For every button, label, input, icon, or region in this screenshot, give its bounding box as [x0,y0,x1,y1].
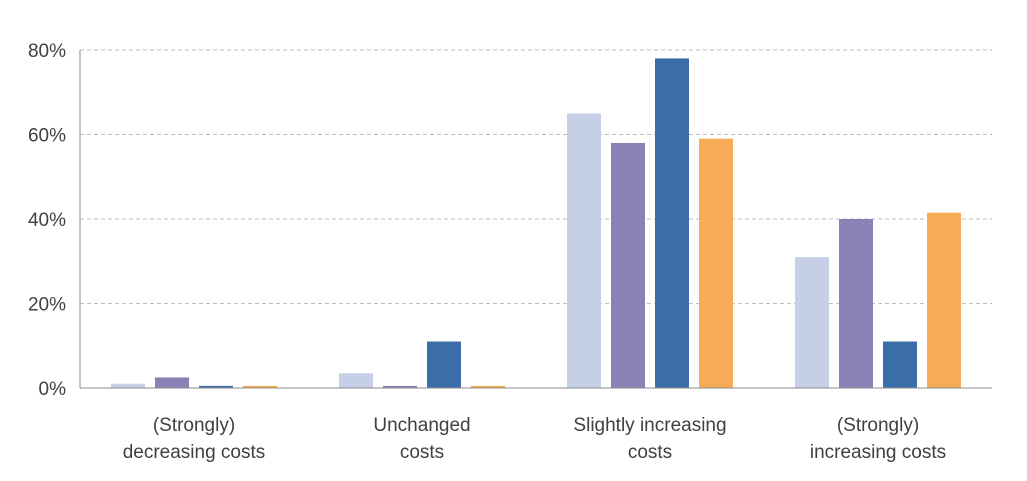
bar [655,58,689,388]
bar [839,219,873,388]
bar [111,383,145,388]
bar [383,385,417,388]
bar [471,385,505,388]
bar [883,341,917,388]
bar [699,138,733,388]
bar [155,377,189,388]
x-category-label: Unchanged costs [373,415,470,463]
y-tick-label: 60% [28,126,66,147]
bar [427,341,461,388]
bar [339,373,373,388]
bar [199,385,233,388]
bar [611,142,645,388]
x-axis-categories: (Strongly) decreasing costs Unchanged costs… [123,415,946,463]
y-tick-label: 0% [39,379,67,400]
bar [927,212,961,388]
y-tick-label: 20% [28,295,66,316]
y-axis-ticks: 0% 20% 40% 60% 80% [28,41,66,400]
x-category-label: (Strongly) increasing costs [810,415,946,463]
x-category-label: Slightly increasing costs [573,415,726,463]
bar [243,385,277,388]
y-tick-label: 80% [28,41,66,62]
x-category-label: (Strongly) decreasing costs [123,415,266,463]
bar [795,257,829,388]
y-tick-label: 40% [28,210,66,231]
bar [567,113,601,388]
bars [111,58,961,388]
